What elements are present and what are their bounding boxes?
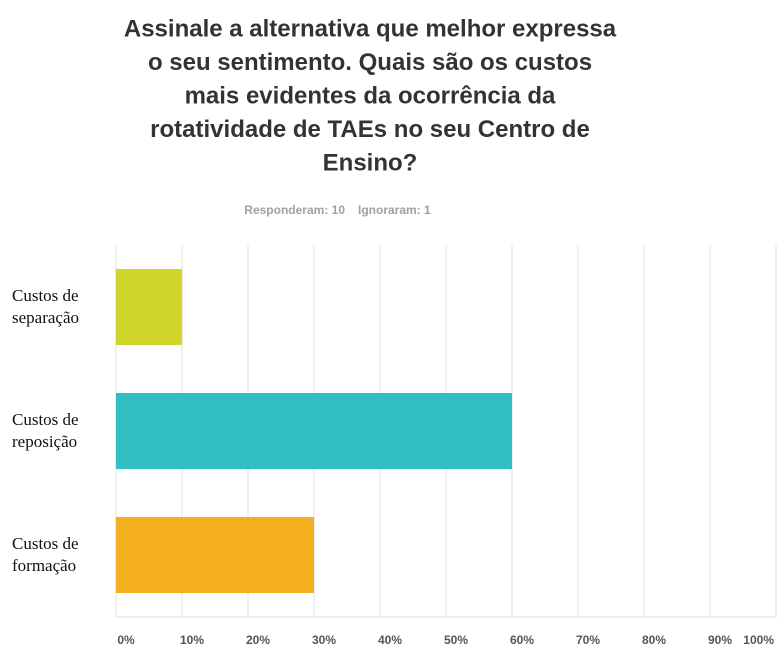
- x-tick-label: 10%: [180, 633, 204, 647]
- category-label: Custos de formação: [12, 534, 79, 575]
- x-tick-label: 70%: [576, 633, 600, 647]
- bar: [116, 393, 512, 469]
- x-tick-label: 0%: [117, 633, 135, 647]
- subtitle: Ignoraram: 1: [358, 203, 431, 217]
- x-tick-label: 20%: [246, 633, 270, 647]
- bar: [116, 269, 182, 345]
- x-tick-label: 100%: [743, 633, 774, 647]
- bar: [116, 517, 314, 593]
- category-label: Custos de separação: [12, 286, 80, 327]
- chart-title: Ensino?: [323, 149, 418, 176]
- chart-title: Assinale a alternativa que melhor expres…: [124, 15, 617, 42]
- subtitle: Responderam: 10: [244, 203, 345, 217]
- chart-title: rotatividade de TAEs no seu Centro de: [150, 116, 590, 143]
- x-tick-label: 50%: [444, 633, 468, 647]
- x-tick-label: 80%: [642, 633, 666, 647]
- x-tick-label: 90%: [708, 633, 732, 647]
- chart-title: mais evidentes da ocorrência da: [185, 82, 556, 109]
- x-tick-label: 30%: [312, 633, 336, 647]
- x-tick-label: 40%: [378, 633, 402, 647]
- x-tick-label: 60%: [510, 633, 534, 647]
- chart-title: o seu sentimento. Quais são os custos: [148, 49, 592, 76]
- category-label: Custos de reposição: [12, 410, 79, 451]
